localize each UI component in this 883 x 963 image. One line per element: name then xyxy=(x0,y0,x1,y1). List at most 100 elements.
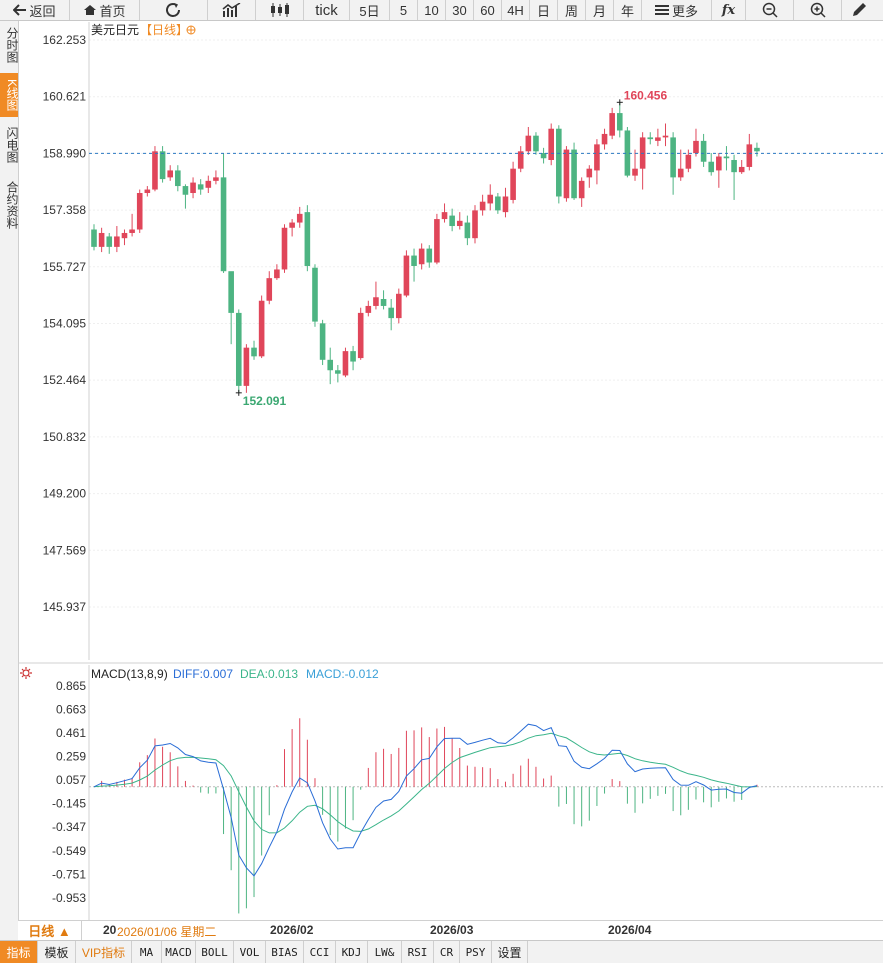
more-label: 更多 xyxy=(671,3,698,19)
candle-body xyxy=(304,212,311,266)
draw-button[interactable] xyxy=(842,0,875,20)
candle-body xyxy=(731,159,737,173)
candle-body xyxy=(167,170,173,178)
formula-button[interactable]: fx xyxy=(712,0,746,20)
home-button[interactable]: 首页 xyxy=(70,0,140,20)
tab-intraday[interactable]: 分时图 xyxy=(5,27,19,63)
indicator-rsi[interactable]: RSI xyxy=(402,941,434,963)
line-chart-button[interactable] xyxy=(208,0,256,20)
period-month[interactable]: 月 xyxy=(586,0,614,20)
more-button[interactable]: 更多 xyxy=(642,0,712,20)
candle-body xyxy=(609,113,615,136)
candle-body xyxy=(136,193,143,230)
candle-body xyxy=(746,144,753,167)
candle-chart-button[interactable] xyxy=(256,0,304,20)
candle-body xyxy=(647,137,654,140)
period-5m[interactable]: 5 xyxy=(390,0,418,20)
candle-body xyxy=(258,300,265,357)
candle-body xyxy=(357,312,364,359)
candle-body xyxy=(373,297,379,306)
indicator-tab-indicators[interactable]: 指标 xyxy=(0,941,38,963)
macd-tick-label: -0.347 xyxy=(52,820,86,834)
tab-kline[interactable]: K线图 xyxy=(0,73,19,117)
add-indicator-icon[interactable] xyxy=(186,25,196,35)
function-icon: fx xyxy=(721,2,736,18)
date-axis: 日线 ▲ 20 2026/01/06 星期二 2026/02 2026/03 2… xyxy=(18,920,883,941)
candle-body xyxy=(129,229,135,233)
candle-body xyxy=(319,323,326,360)
period-5d[interactable]: 5日 xyxy=(350,0,390,20)
indicator-tab-template[interactable]: 模板 xyxy=(38,941,76,963)
indicator-tab-vip[interactable]: VIP指标 xyxy=(76,941,132,963)
candle-body xyxy=(754,147,760,152)
indicator-cci[interactable]: CCI xyxy=(304,941,336,963)
period-label: 【日线】 xyxy=(140,23,188,37)
price-tick-label: 145.937 xyxy=(43,600,87,614)
high-label: 160.456 xyxy=(624,88,668,102)
indicator-boll[interactable]: BOLL xyxy=(196,941,234,963)
indicator-ma[interactable]: MA xyxy=(132,941,162,963)
price-tick-label: 150.832 xyxy=(43,430,87,444)
candle-body xyxy=(716,156,722,171)
chart-header: 美元日元 【日线】 xyxy=(91,23,196,37)
period-10m[interactable]: 10 xyxy=(418,0,446,20)
macd-label: MACD(13,8,9) xyxy=(91,667,168,681)
indicator-psy[interactable]: PSY xyxy=(460,941,492,963)
period-dropdown-label: 日线 ▲ xyxy=(28,924,71,939)
candle-body xyxy=(540,153,547,159)
left-sidebar: 分时图 K线图 闪电图 合约资料 xyxy=(0,21,19,940)
menu-icon xyxy=(654,5,669,15)
period-day[interactable]: 日 xyxy=(530,0,558,20)
crosshair-date: 2026/01/06 星期二 xyxy=(117,925,217,939)
macd-tick-label: 0.461 xyxy=(56,726,86,740)
price-tick-label: 158.990 xyxy=(43,146,87,160)
candle-body xyxy=(251,347,257,357)
macd-tick-label: -0.145 xyxy=(52,797,86,811)
candle-body xyxy=(548,128,554,160)
back-button[interactable]: 返回 xyxy=(0,0,70,20)
macd-histogram xyxy=(101,718,758,914)
candle-body xyxy=(571,149,577,199)
candle-body xyxy=(708,161,715,173)
tab-flash[interactable]: 闪电图 xyxy=(5,127,19,163)
candle-body xyxy=(632,168,638,176)
zoom-in-button[interactable] xyxy=(794,0,842,20)
indicator-lw[interactable]: LW& xyxy=(368,941,402,963)
period-30m[interactable]: 30 xyxy=(446,0,474,20)
candle-body xyxy=(266,278,273,301)
candle-body xyxy=(487,194,494,204)
chart-area[interactable]: 162.253 160.621 158.990 157.358 155.727 154.0… xyxy=(0,0,883,920)
candle-body xyxy=(578,180,585,199)
indicator-settings[interactable]: 设置 xyxy=(492,941,528,963)
period-4h[interactable]: 4H xyxy=(502,0,530,20)
indicator-kdj[interactable]: KDJ xyxy=(336,941,368,963)
refresh-button[interactable] xyxy=(140,0,208,20)
candle-body xyxy=(296,213,303,223)
tab-contract-info[interactable]: 合约资料 xyxy=(5,181,19,229)
period-year[interactable]: 年 xyxy=(614,0,642,20)
price-tick-label: 162.253 xyxy=(43,33,87,47)
period-week[interactable]: 周 xyxy=(558,0,586,20)
indicator-macd[interactable]: MACD xyxy=(162,941,196,963)
macd-dea-value: DEA:0.013 xyxy=(240,667,298,681)
back-label: 返回 xyxy=(29,3,56,19)
candle-body xyxy=(121,232,128,239)
low-label: 152.091 xyxy=(243,394,287,408)
macd-settings-icon[interactable] xyxy=(20,667,32,679)
candle-body xyxy=(441,212,448,220)
indicator-cr[interactable]: CR xyxy=(434,941,460,963)
tick-button[interactable]: tick xyxy=(304,0,350,20)
indicator-bias[interactable]: BIAS xyxy=(266,941,304,963)
period-dropdown-button[interactable]: 日线 ▲ xyxy=(18,921,82,940)
zoom-out-button[interactable] xyxy=(746,0,794,20)
candle-body xyxy=(91,229,97,247)
period-60m[interactable]: 60 xyxy=(474,0,502,20)
price-tick-label: 152.464 xyxy=(43,373,87,387)
month-label-mar: 2026/03 xyxy=(430,923,474,937)
candle-body xyxy=(464,222,471,239)
macd-tick-label: -0.549 xyxy=(52,844,86,858)
candle-body xyxy=(243,347,250,386)
indicator-vol[interactable]: VOL xyxy=(234,941,266,963)
candle-body xyxy=(685,154,692,169)
candle-body xyxy=(403,255,410,296)
